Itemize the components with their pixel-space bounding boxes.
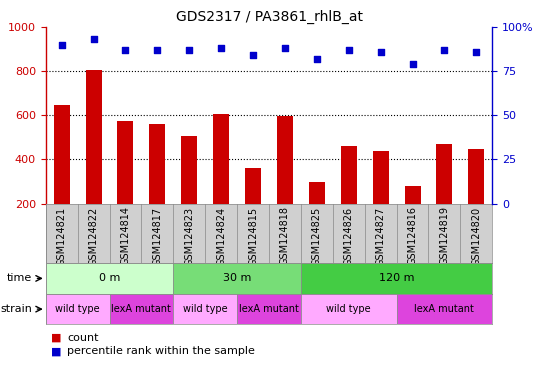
Bar (301, 263, 492, 294)
Text: GSM124826: GSM124826 (344, 207, 354, 266)
Point (440, 47, 449, 53)
Bar (173, 263, 301, 294)
Text: wild type: wild type (55, 304, 100, 314)
Text: GSM124827: GSM124827 (376, 207, 386, 266)
Bar (277, 116, 293, 204)
Text: GSM124825: GSM124825 (312, 207, 322, 266)
Text: GSM124820: GSM124820 (471, 207, 482, 266)
Text: ■: ■ (51, 346, 62, 356)
Bar (373, 151, 388, 204)
Point (376, 48, 385, 55)
Point (89, 36, 98, 42)
Text: lexA mutant: lexA mutant (239, 304, 299, 314)
Text: count: count (67, 333, 99, 343)
Bar (117, 121, 133, 204)
Text: GSM124822: GSM124822 (89, 207, 98, 266)
Text: percentile rank within the sample: percentile rank within the sample (67, 346, 255, 356)
Text: GSM124815: GSM124815 (248, 207, 258, 266)
Text: time: time (7, 273, 32, 283)
Bar (46, 294, 110, 324)
Bar (397, 294, 492, 324)
Bar (46, 263, 173, 294)
Bar (173, 294, 237, 324)
Bar (237, 294, 301, 324)
Text: 30 m: 30 m (223, 273, 251, 283)
Text: 0 m: 0 m (99, 273, 120, 283)
Text: lexA mutant: lexA mutant (111, 304, 172, 314)
Text: GSM124816: GSM124816 (407, 207, 417, 265)
Text: GSM124821: GSM124821 (56, 207, 67, 266)
Bar (341, 146, 357, 204)
Point (153, 47, 161, 53)
Bar (181, 136, 197, 204)
Bar (213, 114, 229, 204)
Point (472, 48, 480, 55)
Text: GSM124824: GSM124824 (216, 207, 226, 266)
Point (58, 41, 66, 48)
Text: wild type: wild type (183, 304, 228, 314)
Text: GSM124823: GSM124823 (184, 207, 194, 266)
Text: wild type: wild type (327, 304, 371, 314)
Text: 120 m: 120 m (379, 273, 414, 283)
Text: GSM124814: GSM124814 (121, 207, 131, 265)
Point (313, 56, 321, 62)
Bar (405, 186, 421, 204)
Bar (86, 70, 102, 204)
Bar (469, 149, 484, 204)
Text: GSM124818: GSM124818 (280, 207, 290, 265)
Point (121, 47, 130, 53)
Bar (150, 124, 165, 204)
Point (185, 47, 194, 53)
Bar (301, 294, 397, 324)
Text: strain: strain (1, 304, 32, 314)
Text: GSM124817: GSM124817 (152, 207, 162, 266)
Point (281, 45, 289, 51)
Text: ■: ■ (51, 333, 62, 343)
Bar (436, 144, 452, 204)
Point (217, 45, 225, 51)
Point (408, 61, 417, 67)
Bar (245, 168, 261, 204)
Title: GDS2317 / PA3861_rhlB_at: GDS2317 / PA3861_rhlB_at (175, 10, 363, 25)
Point (344, 47, 353, 53)
Bar (309, 182, 325, 204)
Bar (110, 294, 173, 324)
Text: lexA mutant: lexA mutant (414, 304, 475, 314)
Text: GSM124819: GSM124819 (440, 207, 449, 265)
Bar (54, 105, 69, 204)
Point (249, 52, 257, 58)
